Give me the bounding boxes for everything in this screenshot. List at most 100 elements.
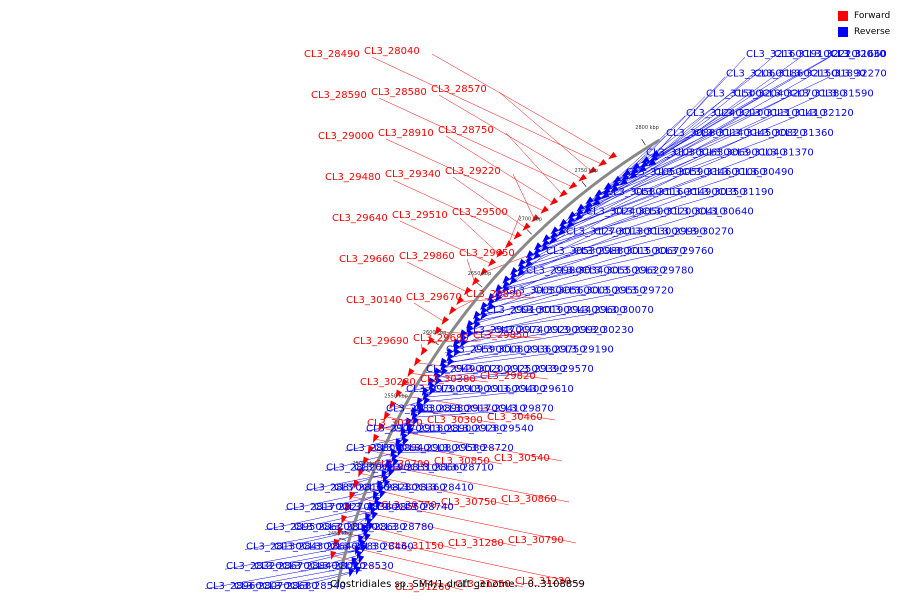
forward-gene-label[interactable]: CL3_28590 [311, 90, 367, 101]
gene-feature[interactable] [576, 203, 585, 212]
reverse-gene-label[interactable]: CL3_28540 [290, 581, 346, 592]
gene-feature[interactable] [501, 285, 510, 294]
gene-feature[interactable] [559, 218, 568, 227]
reverse-gene-label[interactable]: CL3_29720 [618, 285, 674, 296]
reverse-gene-label[interactable]: CL3_28800 [346, 443, 402, 454]
gene-feature[interactable] [417, 402, 424, 411]
reverse-gene-label[interactable]: CL3_29600 [570, 305, 626, 316]
gene-feature[interactable] [628, 171, 638, 179]
reverse-gene-label[interactable]: CL3_30150 [602, 246, 658, 257]
gene-feature[interactable] [401, 378, 409, 388]
reverse-gene-label[interactable]: CL3_32160 [746, 49, 802, 60]
gene-feature[interactable] [583, 206, 592, 214]
reverse-gene-label[interactable]: CL3_30350 [690, 187, 746, 198]
gene-feature[interactable] [510, 267, 518, 276]
forward-gene-label[interactable]: CL3_29860 [399, 251, 455, 262]
gene-feature[interactable] [358, 468, 365, 478]
reverse-gene-label[interactable]: CL3_28360 [390, 482, 446, 493]
reverse-gene-label[interactable]: CL3_31450 [722, 128, 778, 139]
gene-feature[interactable] [502, 280, 510, 289]
reverse-gene-label[interactable]: CL3_28160 [322, 522, 378, 533]
reverse-gene-label[interactable]: CL3_30490 [738, 167, 794, 178]
gene-feature[interactable] [558, 223, 567, 232]
reverse-gene-label[interactable]: CL3_31040 [730, 148, 786, 159]
forward-gene-label[interactable]: CL3_30380 [420, 374, 476, 385]
gene-feature[interactable] [494, 284, 503, 293]
gene-feature[interactable] [413, 357, 421, 367]
reverse-gene-label[interactable]: CL3_28630 [350, 522, 406, 533]
forward-gene-label[interactable]: CL3_29890 [466, 289, 522, 300]
gene-feature[interactable] [423, 396, 431, 406]
reverse-gene-label[interactable]: CL3_31360 [778, 128, 834, 139]
reverse-gene-label[interactable]: CL3_30070 [598, 305, 654, 316]
reverse-gene-label[interactable]: CL3_29470 [466, 325, 522, 336]
gene-feature[interactable] [513, 231, 522, 240]
forward-gene-label[interactable]: CL3_30790 [508, 535, 564, 546]
reverse-gene-label[interactable]: CL3_29880 [574, 246, 630, 257]
gene-feature[interactable] [337, 526, 344, 536]
gene-feature[interactable] [473, 310, 481, 320]
gene-feature[interactable] [494, 293, 503, 303]
gene-feature[interactable] [401, 432, 408, 442]
reverse-gene-label[interactable]: CL3_31060 [710, 167, 766, 178]
reverse-gene-label[interactable]: CL3_30640 [698, 207, 754, 218]
reverse-gene-label[interactable]: CL3_28740 [398, 502, 454, 513]
gene-feature[interactable] [620, 173, 630, 181]
gene-feature[interactable] [440, 362, 448, 372]
reverse-gene-label[interactable]: CL3_28680 [262, 581, 318, 592]
forward-gene-label[interactable]: CL3_30310 [367, 418, 423, 429]
gene-feature[interactable] [584, 201, 593, 209]
reverse-gene-label[interactable]: CL3_28550 [370, 502, 426, 513]
forward-gene-label[interactable]: CL3_29000 [318, 131, 374, 142]
reverse-gene-label[interactable]: CL3_29910 [486, 305, 542, 316]
gene-feature[interactable] [433, 367, 441, 377]
reverse-gene-label[interactable]: CL3_31860 [754, 69, 810, 80]
reverse-gene-label[interactable]: CL3_29920 [550, 325, 606, 336]
gene-feature[interactable] [610, 185, 619, 193]
reverse-gene-label[interactable]: CL3_29780 [638, 266, 694, 277]
gene-feature[interactable] [466, 324, 474, 334]
gene-feature[interactable] [376, 500, 382, 510]
gene-feature[interactable] [517, 263, 526, 272]
gene-feature[interactable] [619, 178, 628, 186]
gene-feature[interactable] [428, 382, 436, 391]
gene-feature[interactable] [388, 468, 395, 478]
reverse-gene-label[interactable]: CL3_28900 [422, 423, 478, 434]
gene-feature[interactable] [524, 260, 533, 269]
reverse-gene-label[interactable]: CL3_29250 [482, 364, 538, 375]
gene-feature[interactable] [504, 240, 513, 249]
reverse-gene-label[interactable]: CL3_29980 [526, 266, 582, 277]
reverse-gene-label[interactable]: CL3_28190 [354, 463, 410, 474]
forward-gene-label[interactable]: CL3_29510 [392, 210, 448, 221]
gene-feature[interactable] [549, 231, 558, 240]
gene-feature[interactable] [407, 427, 414, 436]
reverse-gene-label[interactable]: CL3_28320 [226, 561, 282, 572]
reverse-gene-label[interactable]: CL3_29280 [450, 423, 506, 434]
gene-feature[interactable] [488, 258, 496, 267]
gene-feature[interactable] [363, 528, 369, 538]
gene-feature[interactable] [550, 226, 559, 235]
gene-feature[interactable] [387, 463, 394, 473]
gene-feature[interactable] [473, 315, 481, 325]
reverse-gene-label[interactable]: CL3_28840 [282, 561, 338, 572]
gene-feature[interactable] [406, 422, 413, 432]
forward-gene-label[interactable]: CL3_29690 [353, 336, 409, 347]
gene-feature[interactable] [622, 169, 631, 177]
forward-gene-label[interactable]: CL3_30140 [346, 295, 402, 306]
gene-feature[interactable] [612, 175, 622, 183]
reverse-gene-label[interactable]: CL3_29390 [510, 364, 566, 375]
reverse-gene-label[interactable]: CL3_28130 [246, 542, 302, 553]
gene-feature[interactable] [459, 329, 467, 338]
reverse-gene-label[interactable]: CL3_28430 [274, 542, 330, 553]
reverse-gene-label[interactable]: CL3_31410 [770, 108, 826, 119]
gene-feature[interactable] [372, 433, 380, 443]
reverse-gene-label[interactable]: CL3_29610 [518, 384, 574, 395]
gene-feature[interactable] [559, 189, 568, 198]
gene-feature[interactable] [522, 222, 531, 231]
gene-feature[interactable] [383, 411, 391, 421]
gene-feature[interactable] [639, 160, 649, 168]
gene-feature[interactable] [354, 545, 361, 555]
reverse-gene-label[interactable]: CL3_29740 [494, 325, 550, 336]
gene-feature[interactable] [411, 412, 419, 421]
gene-feature[interactable] [517, 258, 526, 267]
